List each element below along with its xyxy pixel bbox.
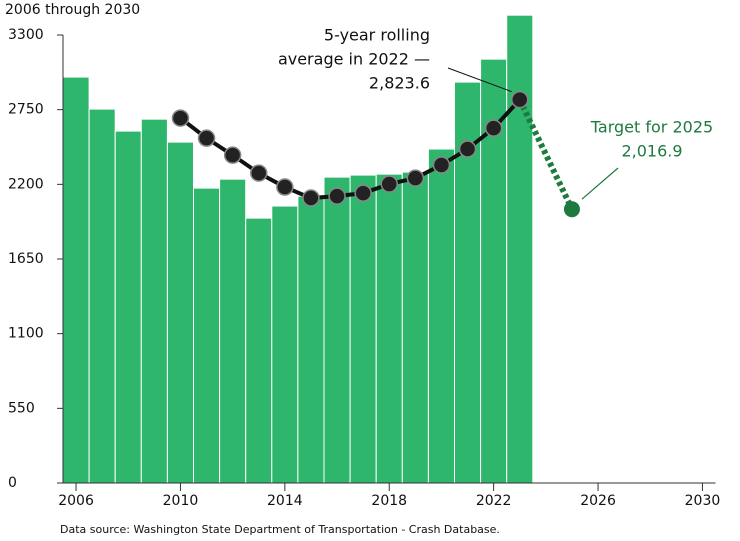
rolling-point — [302, 189, 320, 207]
target-annotation: 2,016.9 — [621, 142, 682, 161]
y-tick-label: 2750 — [8, 102, 44, 118]
rolling-point — [276, 178, 294, 196]
target-point — [563, 201, 580, 218]
x-tick-label: 2026 — [580, 493, 616, 509]
y-tick-label: 3300 — [8, 27, 44, 43]
x-tick-label: 2006 — [58, 493, 94, 509]
annotation-leader — [581, 167, 619, 200]
y-tick-label: 550 — [8, 400, 35, 416]
bar — [245, 217, 273, 484]
bar — [219, 178, 247, 484]
rolling-point — [223, 146, 242, 164]
x-tick-label: 2018 — [371, 493, 407, 509]
rolling-point — [250, 164, 268, 182]
bar — [297, 195, 325, 484]
bar — [375, 173, 403, 484]
bar — [427, 148, 455, 484]
x-tick-label: 2030 — [685, 493, 721, 509]
rolling-point — [406, 169, 425, 187]
y-tick-label: 2200 — [8, 176, 44, 192]
x-tick-label: 2010 — [163, 493, 199, 509]
target-annotation: Target for 2025 — [590, 118, 713, 137]
bar — [193, 187, 221, 484]
bar — [323, 176, 351, 484]
bar — [114, 130, 142, 484]
rolling-point — [511, 90, 529, 109]
rolling-point — [380, 175, 398, 193]
bar — [62, 76, 90, 484]
bar — [88, 108, 116, 484]
x-tick-label: 2022 — [476, 493, 512, 509]
rolling-point — [328, 187, 346, 205]
y-tick-label: 1650 — [8, 251, 44, 267]
bar — [349, 174, 377, 484]
y-tick-label: 1100 — [8, 326, 44, 342]
rolling-point — [197, 129, 216, 147]
bar — [140, 118, 168, 484]
x-tick-label: 2014 — [267, 493, 303, 509]
rolling-point — [354, 184, 372, 202]
bar — [401, 171, 429, 484]
bar — [166, 141, 194, 484]
rolling-point — [171, 109, 190, 127]
bar — [506, 14, 534, 484]
y-tick-label: 0 — [8, 475, 17, 491]
bar — [271, 205, 299, 484]
annotation-leader — [447, 67, 512, 93]
rolling-annotation: 5-year rolling — [324, 26, 430, 45]
rolling-point — [484, 119, 503, 137]
rolling-point — [458, 140, 477, 158]
chart-subtitle: 2006 through 2030 — [5, 2, 140, 18]
rolling-annotation: 2,823.6 — [369, 74, 430, 93]
rolling-annotation: average in 2022 — — [278, 50, 430, 69]
source-note: Data source: Washington State Department… — [60, 523, 500, 536]
target-line — [517, 98, 575, 211]
rolling-point — [432, 156, 451, 174]
